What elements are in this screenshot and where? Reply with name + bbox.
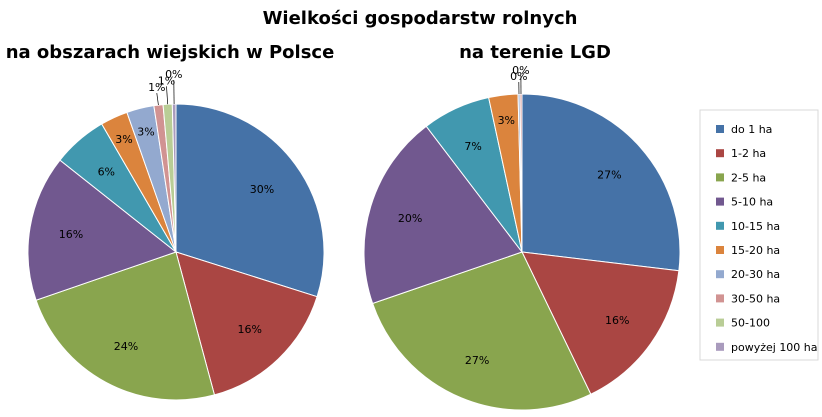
leader-line [166, 86, 169, 105]
legend-swatch [716, 149, 724, 158]
legend: do 1 ha 1-2 ha 2-5 ha 5-10 ha 10-15 ha 15-20 … [716, 123, 818, 354]
slice-label: 7% [464, 140, 481, 153]
chart-title: Wielkości gospodarstw rolnych [263, 8, 578, 29]
legend-label: 50-100 [731, 317, 770, 330]
pie-slice [521, 251, 680, 395]
slice-label: 30% [250, 183, 274, 196]
legend-swatch [716, 246, 724, 254]
slice-label: 16% [237, 323, 261, 336]
legend-swatch [716, 125, 724, 133]
slice-label: 16% [59, 228, 83, 241]
slice-label: 16% [605, 314, 629, 327]
legend-label: do 1 ha [731, 123, 772, 136]
legend-swatch [716, 197, 724, 206]
slice-label: 1% [148, 81, 165, 94]
legend-label: 1-2 ha [731, 147, 766, 160]
legend-swatch [716, 270, 724, 279]
pie-slice [363, 125, 523, 305]
slice-label: 0% [512, 64, 529, 77]
leader-line [156, 93, 159, 106]
slice-label: 6% [98, 165, 115, 178]
legend-swatch [716, 221, 724, 230]
slice-label: 27% [465, 354, 489, 367]
slice-label: 3% [498, 114, 515, 127]
slice-label: 20% [398, 212, 422, 225]
slice-label: 0% [510, 70, 527, 83]
legend-swatch [716, 342, 724, 351]
pie-slice [175, 103, 325, 298]
pie-slice [521, 93, 681, 272]
slice-label: 1% [158, 74, 175, 87]
slice-label: 27% [597, 168, 621, 181]
series-title-left: na obszarach wiejskich w Polsce [6, 42, 335, 63]
legend-label: 15-20 ha [731, 244, 780, 257]
legend-label: 30-50 ha [731, 292, 780, 305]
slice-label: 0% [165, 68, 182, 81]
pie-slice [35, 251, 216, 401]
series-title-right: na terenie LGD [459, 42, 611, 63]
slice-label: 24% [114, 340, 138, 353]
legend-swatch [716, 173, 724, 182]
pies: 30%16%24%16%6%3%3%1%1%0%27%16%27%20%7%3%… [27, 64, 681, 411]
pie-slice [175, 251, 318, 396]
legend-label: 5-10 ha [731, 196, 773, 209]
legend-label: powyżej 100 ha [731, 341, 818, 354]
legend-swatch [716, 318, 724, 327]
legend-label: 20-30 ha [731, 268, 780, 281]
legend-label: 2-5 ha [731, 171, 766, 184]
pie-slice [27, 159, 178, 301]
pie-slice [519, 93, 523, 253]
legend-swatch [716, 294, 724, 303]
pie-slice [171, 103, 177, 253]
pie-slice [371, 251, 592, 411]
slice-label: 3% [115, 133, 132, 146]
slice-label: 3% [137, 125, 154, 138]
legend-label: 10-15 ha [731, 220, 780, 233]
